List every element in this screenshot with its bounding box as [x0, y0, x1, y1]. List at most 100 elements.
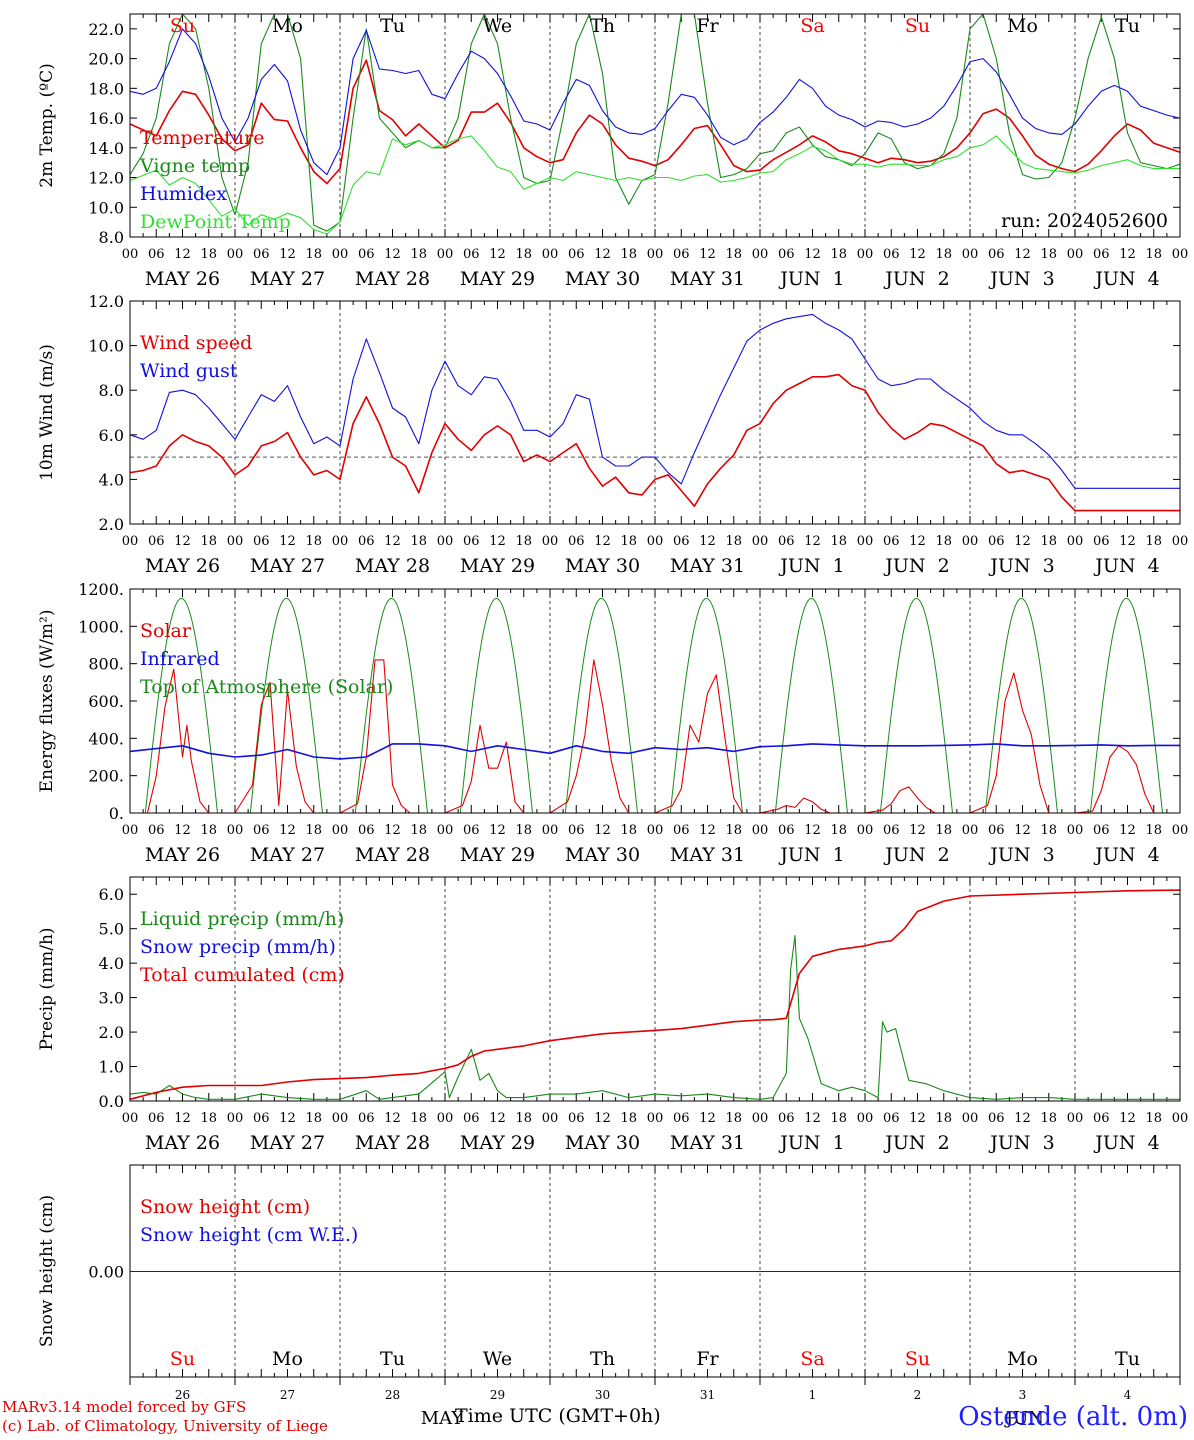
- weekday-label: Sa: [800, 1348, 824, 1370]
- x-tick-label: 06: [253, 247, 270, 262]
- x-tick-label: 12: [279, 823, 296, 838]
- x-tick-label: 00: [542, 1111, 559, 1126]
- x-tick-label: 06: [358, 1111, 375, 1126]
- x-tick-label: 18: [725, 823, 742, 838]
- y-tick-label: 4.0: [99, 470, 124, 489]
- weekday-label: We: [483, 1348, 512, 1370]
- x-tick-label: 00: [542, 823, 559, 838]
- x-tick-label: 06: [1093, 534, 1110, 549]
- x-tick-label: 00: [647, 1111, 664, 1126]
- x-tick-label: 12: [174, 823, 191, 838]
- y-tick-label: 2.0: [99, 1023, 124, 1042]
- date-label: JUN 4: [1093, 844, 1159, 866]
- x-tick-label: 00: [752, 247, 769, 262]
- date-label: MAY 26: [145, 268, 220, 290]
- legend-entry: DewPoint Temp: [140, 211, 291, 233]
- weekday-label: Su: [905, 15, 930, 37]
- x-tick-label: 06: [883, 823, 900, 838]
- x-tick-label: 06: [568, 823, 585, 838]
- x-tick-label: 06: [358, 823, 375, 838]
- x-tick-label: 18: [1145, 1111, 1162, 1126]
- x-tick-label: 00: [647, 247, 664, 262]
- y-tick-label: 10.0: [88, 337, 124, 356]
- date-label: JUN 4: [1093, 268, 1159, 290]
- x-tick-label: 00: [1172, 534, 1189, 549]
- legend-entry: Vigne temp: [139, 155, 250, 177]
- x-tick-label: 06: [463, 534, 480, 549]
- x-tick-label: 06: [568, 1111, 585, 1126]
- series-dewpoint-temp: [129, 135, 1180, 235]
- x-tick-label: 12: [489, 534, 506, 549]
- weekday-label: Mo: [1007, 1348, 1038, 1370]
- series-wind-speed: [129, 373, 1180, 512]
- x-tick-label: 12: [489, 1111, 506, 1126]
- x-tick-label: 06: [883, 247, 900, 262]
- x-tick-label: 00: [1172, 247, 1189, 262]
- y-tick-label: 200.: [88, 767, 124, 786]
- plot-frame: [129, 588, 1181, 814]
- x-tick-label: 18: [725, 534, 742, 549]
- x-tick-label: 06: [673, 534, 690, 549]
- date-label: MAY 26: [145, 555, 220, 577]
- legend-entry: Wind gust: [140, 360, 238, 382]
- x-tick-label: 18: [200, 823, 217, 838]
- model-credit-line2: (c) Lab. of Climatology, University of L…: [2, 1417, 328, 1435]
- x-tick-label: 18: [1145, 823, 1162, 838]
- series-toa-line: [144, 597, 1180, 814]
- date-label: JUN 2: [883, 844, 949, 866]
- x-tick-label: 06: [463, 1111, 480, 1126]
- x-tick-label: 18: [410, 247, 427, 262]
- date-label: JUN 3: [988, 555, 1054, 577]
- series-temperature: [129, 59, 1181, 185]
- legend-entry: Snow precip (mm/h): [140, 936, 336, 958]
- weekday-label: Mo: [1007, 15, 1038, 37]
- weekday-label: Mo: [272, 15, 303, 37]
- x-tick-label: 06: [988, 823, 1005, 838]
- x-tick-label: 18: [830, 534, 847, 549]
- x-tick-label: 00: [437, 1111, 454, 1126]
- x-tick-label: 00: [227, 1111, 244, 1126]
- x-tick-label: 00: [962, 534, 979, 549]
- x-tick-label: 06: [148, 823, 165, 838]
- weekday-label: Su: [170, 15, 195, 37]
- date-label: JUN 4: [1093, 555, 1159, 577]
- x-tick-label: 06: [568, 534, 585, 549]
- x-tick-label: 06: [148, 1111, 165, 1126]
- weekday-label: Th: [590, 15, 615, 37]
- run-label: run: 2024052600: [1001, 210, 1168, 232]
- x-tick-label: 00: [857, 1111, 874, 1126]
- x-tick-label: 00: [332, 823, 349, 838]
- model-credit-line1: MARv3.14 model forced by GFS: [2, 1398, 247, 1416]
- series-humidex: [129, 28, 1181, 176]
- x-tick-label: 06: [253, 823, 270, 838]
- day-number-label: 30: [595, 1388, 610, 1402]
- date-label: MAY 28: [355, 555, 430, 577]
- date-label: MAY 31: [670, 844, 745, 866]
- x-tick-label: 18: [620, 534, 637, 549]
- x-tick-label: 12: [909, 823, 926, 838]
- x-tick-label: 06: [883, 534, 900, 549]
- legend-entry: Snow height (cm): [140, 1196, 310, 1218]
- y-axis-label: 10m Wind (m/s): [37, 344, 57, 481]
- x-tick-label: 12: [699, 247, 716, 262]
- x-tick-label: 12: [489, 823, 506, 838]
- date-label: MAY 30: [565, 1132, 640, 1154]
- date-label: MAY 26: [145, 844, 220, 866]
- legend-entry: Solar: [140, 620, 192, 642]
- x-tick-label: 12: [699, 534, 716, 549]
- date-label: MAY 31: [670, 268, 745, 290]
- x-tick-label: 12: [1119, 823, 1136, 838]
- y-tick-label: 400.: [88, 729, 124, 748]
- date-label: MAY 27: [250, 555, 325, 577]
- x-tick-label: 18: [620, 247, 637, 262]
- x-tick-label: 00: [962, 247, 979, 262]
- x-tick-label: 00: [122, 247, 139, 262]
- x-tick-label: 12: [804, 823, 821, 838]
- x-tick-label: 12: [1014, 823, 1031, 838]
- x-tick-label: 12: [699, 823, 716, 838]
- x-tick-label: 06: [253, 534, 270, 549]
- legend-entry: Infrared: [140, 648, 220, 670]
- x-tick-label: 12: [384, 1111, 401, 1126]
- x-tick-label: 18: [935, 1111, 952, 1126]
- x-tick-label: 00: [752, 1111, 769, 1126]
